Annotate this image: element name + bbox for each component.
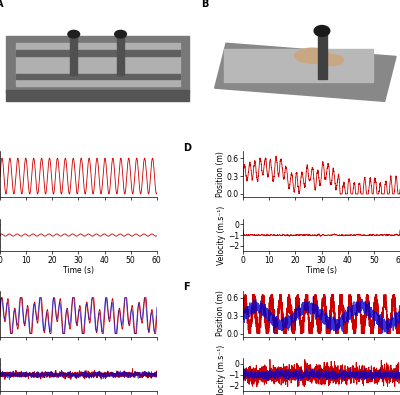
- Bar: [16, 43, 180, 86]
- Y-axis label: Velocity (m.s⁻¹): Velocity (m.s⁻¹): [218, 205, 226, 265]
- Y-axis label: Position (m): Position (m): [216, 151, 226, 197]
- Bar: [6, 90, 189, 101]
- X-axis label: Time (s): Time (s): [63, 266, 94, 275]
- Text: B: B: [201, 0, 208, 9]
- Text: D: D: [184, 143, 192, 153]
- Bar: [224, 49, 373, 82]
- Bar: [70, 34, 77, 75]
- Ellipse shape: [314, 26, 330, 36]
- Text: A: A: [0, 0, 4, 9]
- Ellipse shape: [295, 48, 330, 63]
- Bar: [215, 43, 396, 102]
- Ellipse shape: [115, 30, 126, 38]
- Bar: [6, 36, 189, 92]
- Bar: [318, 31, 327, 79]
- Bar: [16, 74, 180, 79]
- Ellipse shape: [320, 55, 344, 66]
- Text: F: F: [184, 282, 190, 292]
- Bar: [16, 50, 180, 56]
- Bar: [117, 34, 124, 75]
- Y-axis label: Position (m): Position (m): [216, 291, 226, 337]
- Y-axis label: Velocity (m.s⁻¹): Velocity (m.s⁻¹): [218, 345, 226, 395]
- Ellipse shape: [68, 30, 80, 38]
- X-axis label: Time (s): Time (s): [306, 266, 337, 275]
